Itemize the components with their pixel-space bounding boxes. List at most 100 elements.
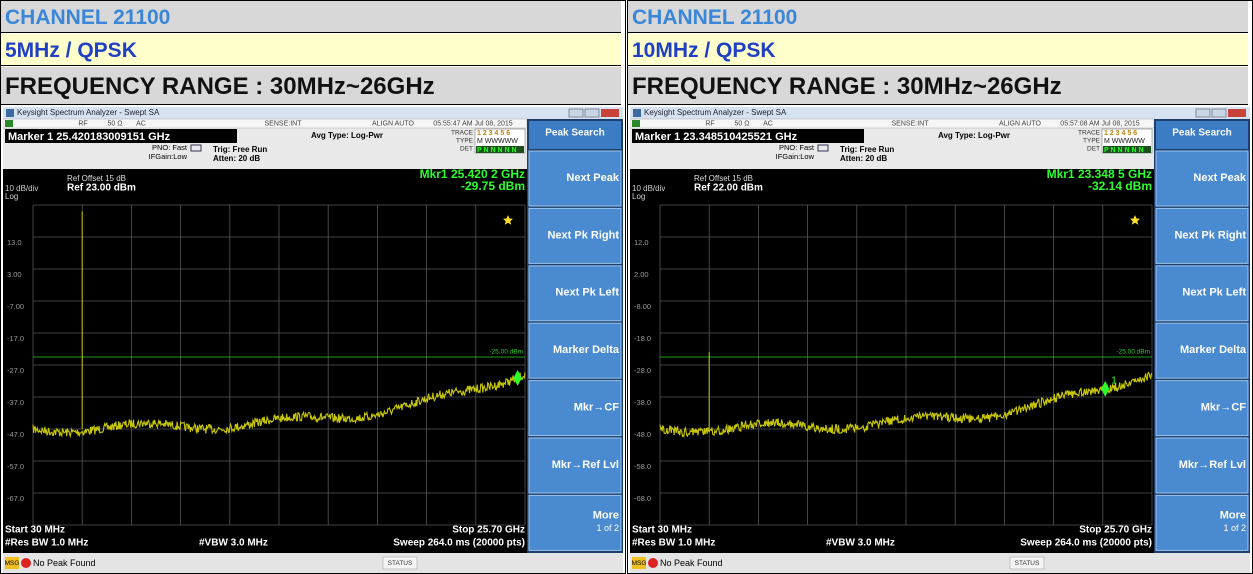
y-label: -17.0 — [7, 334, 24, 343]
trace-type: TYPE — [1083, 138, 1101, 145]
softkey-label: Marker Delta — [553, 344, 620, 356]
lxi-icon — [632, 120, 640, 127]
y-label: -47.0 — [7, 430, 24, 439]
y-label: 3.00 — [7, 270, 22, 279]
error-icon — [21, 558, 31, 568]
y-label: -68.0 — [634, 494, 651, 503]
trace-types: M WWWWW — [1104, 138, 1145, 145]
status-rf: RF — [78, 120, 87, 127]
msg-label: MSG — [5, 560, 20, 567]
analyzer-screen: Keysight Spectrum Analyzer - Swept SA RF 5… — [3, 107, 623, 573]
trace-dets: P N N N N N — [1104, 147, 1144, 154]
status-coupling: AC — [763, 120, 773, 127]
status-label: STATUS — [1015, 560, 1040, 567]
softkey-label: Next Pk Right — [1174, 229, 1246, 241]
softkey-label: Mkr→Ref Lvl — [1179, 459, 1246, 471]
trace-numbers: 1 2 3 4 5 6 — [1104, 130, 1137, 137]
status-rf: RF — [705, 120, 714, 127]
y-label: -27.0 — [7, 366, 24, 375]
pno: PNO: Fast — [779, 143, 815, 152]
ifgain: IFGain:Low — [149, 152, 188, 161]
status-impedance: 50 Ω — [108, 120, 123, 127]
y-label: -7.00 — [7, 302, 24, 311]
trace-det: DET — [1087, 146, 1100, 153]
y-label: -67.0 — [7, 494, 24, 503]
range-header: FREQUENCY RANGE : 30MHz~26GHz — [628, 67, 1248, 105]
y-label: 2.00 — [634, 270, 649, 279]
softkey-label: Next Pk Left — [555, 287, 619, 299]
window-button — [569, 109, 583, 117]
y-label: 13.0 — [7, 238, 22, 247]
analyzer-screen: Keysight Spectrum Analyzer - Swept SA RF 5… — [630, 107, 1250, 573]
log-label: Log — [632, 192, 645, 201]
ref-level: Ref 23.00 dBm — [67, 183, 136, 194]
softkey-title-text: Peak Search — [1172, 128, 1232, 139]
trace-types: M WWWWW — [477, 138, 518, 145]
channel-header: CHANNEL 21100 — [1, 1, 621, 33]
trace-numbers: 1 2 3 4 5 6 — [477, 130, 510, 137]
y-label: -58.0 — [634, 462, 651, 471]
softkey-page: 1 of 2 — [596, 523, 619, 533]
softkey-label: Next Pk Right — [547, 229, 619, 241]
softkey-page: 1 of 2 — [1223, 523, 1246, 533]
start-freq: Start 30 MHz — [5, 525, 65, 536]
status-bar — [3, 553, 623, 573]
softkey-label: Mkr→Ref Lvl — [552, 459, 619, 471]
vbw: #VBW 3.0 MHz — [826, 538, 895, 549]
lxi-icon — [5, 120, 13, 127]
trace-trace: TRACE — [1078, 130, 1101, 137]
panel: CHANNEL 2110010MHz / QPSKFREQUENCY RANGE… — [627, 0, 1253, 574]
sweep: Sweep 264.0 ms (20000 pts) — [1020, 538, 1152, 549]
softkey-label: Mkr→CF — [1201, 402, 1247, 414]
softkey-title-text: Peak Search — [545, 128, 605, 139]
stop-freq: Stop 25.70 GHz — [1079, 525, 1152, 536]
vbw: #VBW 3.0 MHz — [199, 538, 268, 549]
softkey-label: Next Peak — [566, 172, 619, 184]
y-label: -37.0 — [7, 398, 24, 407]
y-label: -28.0 — [634, 366, 651, 375]
status-impedance: 50 Ω — [735, 120, 750, 127]
trace-type: TYPE — [456, 138, 474, 145]
limit-label: -25.00 dBm — [489, 349, 523, 356]
trace-trace: TRACE — [451, 130, 474, 137]
softkey-label: Next Peak — [1193, 172, 1246, 184]
window-title: Keysight Spectrum Analyzer - Swept SA — [17, 108, 160, 117]
rbw: #Res BW 1.0 MHz — [632, 538, 715, 549]
y-label: -48.0 — [634, 430, 651, 439]
trace-dets: P N N N N N — [477, 147, 517, 154]
limit-label: -25.00 dBm — [1116, 349, 1150, 356]
app-icon — [6, 109, 14, 117]
status-coupling: AC — [136, 120, 146, 127]
window-title: Keysight Spectrum Analyzer - Swept SA — [644, 108, 787, 117]
log-label: Log — [5, 192, 18, 201]
window-button — [585, 109, 599, 117]
start-freq: Start 30 MHz — [632, 525, 692, 536]
status-sense: SENSE:INT — [265, 120, 303, 127]
softkey-label: Mkr→CF — [574, 402, 620, 414]
softkey-label: More — [1220, 509, 1246, 521]
y-label: -57.0 — [7, 462, 24, 471]
status-align: ALIGN AUTO — [372, 120, 414, 127]
status-align: ALIGN AUTO — [999, 120, 1041, 127]
window-close — [601, 109, 619, 117]
marker-number: 1 — [1111, 375, 1117, 386]
y-label: -38.0 — [634, 398, 651, 407]
status-timestamp: 05:55:47 AM Jul 08, 2015 — [433, 120, 512, 127]
trace-det: DET — [460, 146, 473, 153]
atten: Atten: 20 dB — [213, 154, 260, 163]
marker-level: -32.14 dBm — [1088, 179, 1152, 193]
window-close — [1228, 109, 1246, 117]
status-label: STATUS — [388, 560, 413, 567]
report-page: CHANNEL 211005MHz / QPSKFREQUENCY RANGE … — [0, 0, 1253, 574]
trig: Trig: Free Run — [213, 145, 267, 154]
window-button — [1212, 109, 1226, 117]
error-icon — [648, 558, 658, 568]
softkey-label: Marker Delta — [1180, 344, 1247, 356]
channel-header: CHANNEL 21100 — [628, 1, 1248, 33]
atten: Atten: 20 dB — [840, 154, 887, 163]
y-label: 12.0 — [634, 238, 649, 247]
mode-header: 10MHz / QPSK — [628, 34, 1248, 66]
ifgain: IFGain:Low — [776, 152, 815, 161]
marker-readout: Marker 1 23.348510425521 GHz — [635, 131, 798, 143]
